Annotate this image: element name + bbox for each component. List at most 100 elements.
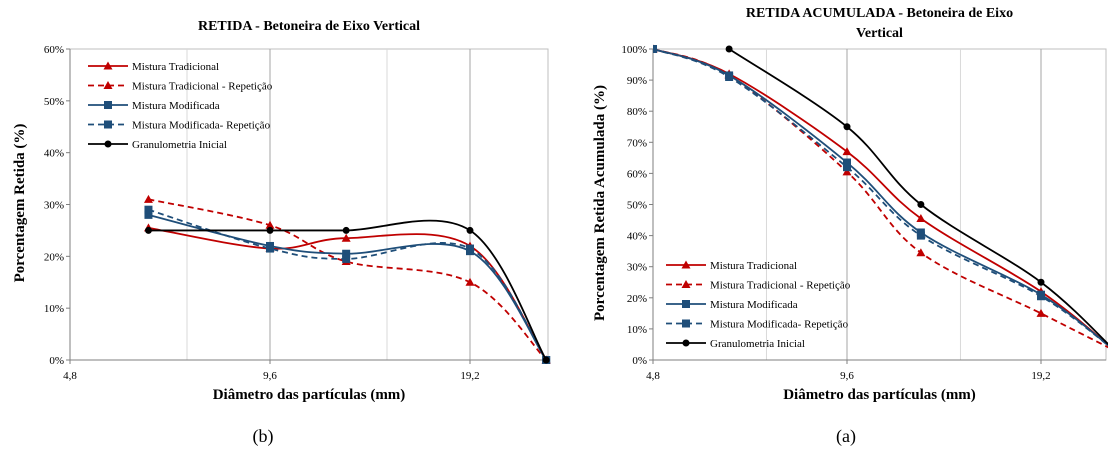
legend-label: Mistura Modificada- Repetição: [710, 319, 849, 331]
series-line: [148, 219, 547, 361]
data-point: [341, 233, 351, 242]
data-point: [1037, 292, 1045, 301]
chart-title: RETIDA - Betoneira de Eixo Vertical: [198, 19, 420, 34]
legend-item: Mistura Modificada: [666, 299, 798, 311]
x-tick-label: 9,6: [263, 370, 277, 382]
data-point: [843, 158, 851, 167]
data-point: [144, 205, 153, 214]
data-point: [466, 226, 474, 234]
legend-marker: [104, 101, 112, 109]
data-point: [466, 244, 474, 253]
data-point: [1036, 308, 1046, 317]
data-point: [342, 254, 351, 263]
data-point: [342, 226, 350, 234]
data-point: [143, 194, 153, 203]
chart-title: RETIDA ACUMULADA - Betoneira de Eixo: [746, 6, 1013, 21]
chart-retida: 0% 10% 20% 30% 40% 50% 60% 4,8 9,6 19,2 RETIDA - B…: [12, 19, 551, 447]
series-0: [143, 223, 551, 364]
legend-item: Granulometria Inicial: [666, 338, 805, 350]
y-tick-label: 10%: [627, 324, 647, 336]
legend-item: Mistura Tradicional - Repetição: [88, 81, 273, 93]
data-point: [266, 244, 274, 253]
legend-item: Mistura Tradicional: [666, 260, 797, 272]
data-point: [1037, 278, 1045, 286]
data-point: [465, 277, 475, 286]
plot-area-border: [652, 48, 1107, 361]
legend-label: Granulometria Inicial: [132, 139, 227, 151]
data-point: [843, 123, 851, 131]
y-tick-label: 20%: [627, 293, 647, 305]
y-tick-label: 60%: [627, 168, 647, 180]
chart-title: Vertical: [856, 26, 903, 41]
legend-item: Mistura Modificada- Repetição: [666, 319, 849, 331]
legend-item: Mistura Modificada- Repetição: [88, 120, 271, 132]
x-tick-label: 19,2: [1031, 370, 1050, 382]
data-point: [342, 249, 351, 258]
y-tick-label: 50%: [627, 200, 647, 212]
plot-area-border: [69, 48, 549, 361]
series-1: [143, 194, 551, 364]
legend-label: Mistura Tradicional: [132, 61, 219, 73]
legend-marker: [682, 339, 690, 347]
y-axis-label: Porcentagem Retida Acumulada (%): [592, 85, 608, 321]
x-axis-label: Diâmetro das partículas (mm): [783, 387, 976, 403]
legend: Mistura Tradicional Mistura Tradicional -…: [88, 61, 273, 151]
legend-marker: [681, 260, 691, 269]
chart-retida-acumulada: 0% 10% 20% 30% 40% 50% 60% 70% 80% 90% 100% 4,8 9,6 1…: [592, 6, 1108, 447]
y-tick-label: 30%: [627, 262, 647, 274]
x-tick-label: 19,2: [460, 370, 479, 382]
series-line: [148, 198, 547, 361]
y-tick-label: 20%: [44, 251, 64, 263]
data-point: [916, 248, 926, 257]
data-point: [916, 231, 925, 240]
data-point: [917, 201, 925, 208]
series-3: [653, 45, 1108, 347]
legend-marker: [103, 61, 113, 70]
x-tick-label: 4,8: [646, 370, 660, 382]
data-point: [916, 213, 926, 222]
legend-marker: [682, 300, 690, 308]
legend-item: Mistura Tradicional - Repetição: [666, 280, 851, 292]
y-tick-label: 0%: [632, 355, 647, 367]
legend-marker: [103, 81, 113, 89]
y-tick-label: 60%: [44, 44, 64, 56]
legend-item: Mistura Tradicional: [88, 61, 219, 73]
series-line: [148, 208, 547, 361]
legend-item: Granulometria Inicial: [88, 139, 227, 151]
data-point: [542, 356, 550, 364]
data-point: [144, 210, 153, 219]
data-point: [144, 226, 152, 234]
legend-marker: [104, 120, 112, 129]
data-point: [266, 226, 274, 234]
legend-marker: [682, 319, 690, 328]
legend-label: Mistura Modificada: [710, 299, 798, 311]
figure-caption: (a): [836, 426, 856, 447]
y-tick-label: 100%: [621, 44, 647, 56]
x-tick-label: 4,8: [63, 370, 77, 382]
data-point: [842, 147, 852, 156]
series-2: [144, 210, 551, 364]
series-4: [725, 45, 1108, 346]
legend-marker: [104, 140, 112, 148]
legend-label: Mistura Tradicional - Repetição: [132, 81, 273, 93]
y-tick-label: 10%: [44, 303, 64, 315]
series-4: [144, 219, 550, 364]
legend-item: Mistura Modificada: [88, 100, 220, 112]
data-point: [265, 220, 275, 229]
legend-label: Mistura Modificada: [132, 100, 220, 112]
data-point: [843, 163, 851, 172]
y-axis-label: Porcentagem Retida (%): [12, 124, 28, 283]
legend: Mistura Tradicional Mistura Tradicional -…: [666, 260, 851, 350]
y-tick-label: 40%: [44, 148, 64, 160]
y-tick-label: 40%: [627, 231, 647, 243]
legend-label: Mistura Modificada- Repetição: [132, 120, 271, 132]
x-tick-label: 9,6: [840, 370, 854, 382]
legend-label: Mistura Tradicional - Repetição: [710, 280, 851, 292]
y-tick-label: 70%: [627, 137, 647, 149]
data-point: [725, 45, 733, 53]
y-tick-label: 90%: [627, 75, 647, 87]
legend-marker: [681, 280, 691, 288]
figure-caption: (b): [253, 426, 274, 447]
x-axis-label: Diâmetro das partículas (mm): [213, 387, 406, 403]
